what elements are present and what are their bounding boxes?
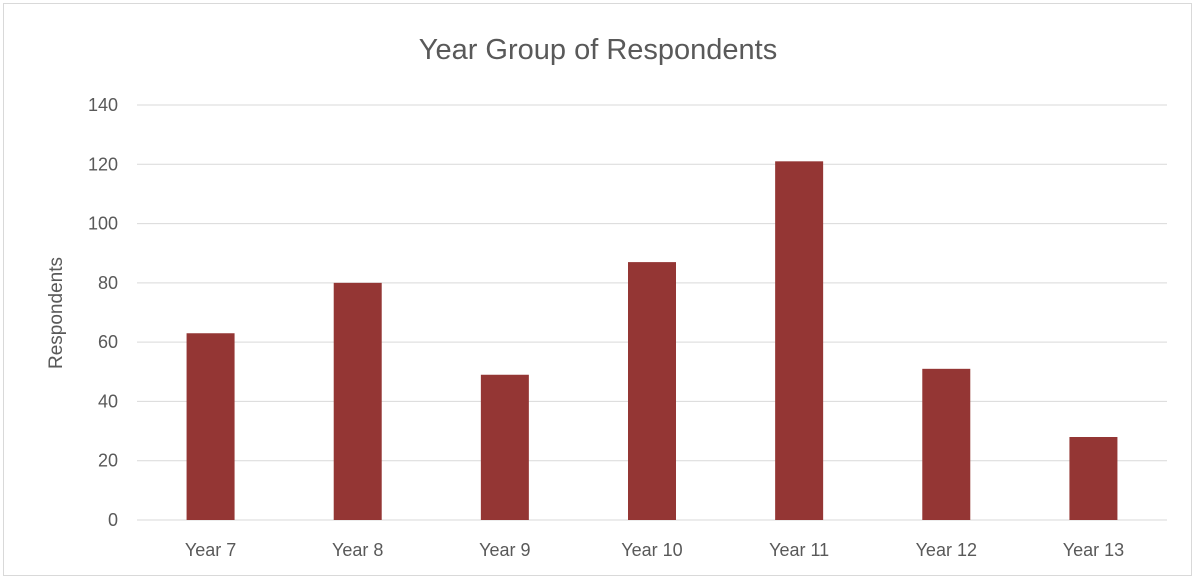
x-tick-label: Year 10	[621, 540, 682, 560]
y-tick-label: 140	[88, 95, 118, 115]
x-tick-label: Year 7	[185, 540, 236, 560]
chart-title: Year Group of Respondents	[419, 34, 777, 66]
y-tick-label: 80	[98, 273, 118, 293]
y-axis-label: Respondents	[46, 257, 67, 369]
x-tick-labels: Year 7 Year 8 Year 9 Year 10 Year 11 Year 12 Y…	[185, 540, 1124, 560]
bar-year-11	[775, 161, 824, 521]
y-tick-label: 60	[98, 332, 118, 352]
bar-year-8	[333, 282, 382, 520]
bar-year-13	[1069, 437, 1118, 520]
bar-year-12	[922, 368, 971, 520]
x-tick-label: Year 12	[916, 540, 977, 560]
y-tick-label: 120	[88, 154, 118, 174]
y-tick-label: 20	[98, 451, 118, 471]
y-tick-labels: 0 20 40 60 80 100 120 140	[88, 95, 118, 530]
y-tick-label: 0	[108, 510, 118, 530]
x-tick-label: Year 11	[769, 540, 829, 560]
y-tick-label: 40	[98, 391, 118, 411]
bar-year-10	[628, 262, 676, 520]
y-tick-label: 100	[88, 214, 118, 234]
bar-year-9	[480, 374, 529, 520]
bars	[186, 161, 1118, 521]
bar-year-7	[186, 333, 235, 520]
x-tick-label: Year 8	[332, 540, 383, 560]
x-tick-label: Year 9	[479, 540, 530, 560]
x-tick-label: Year 13	[1063, 540, 1124, 560]
